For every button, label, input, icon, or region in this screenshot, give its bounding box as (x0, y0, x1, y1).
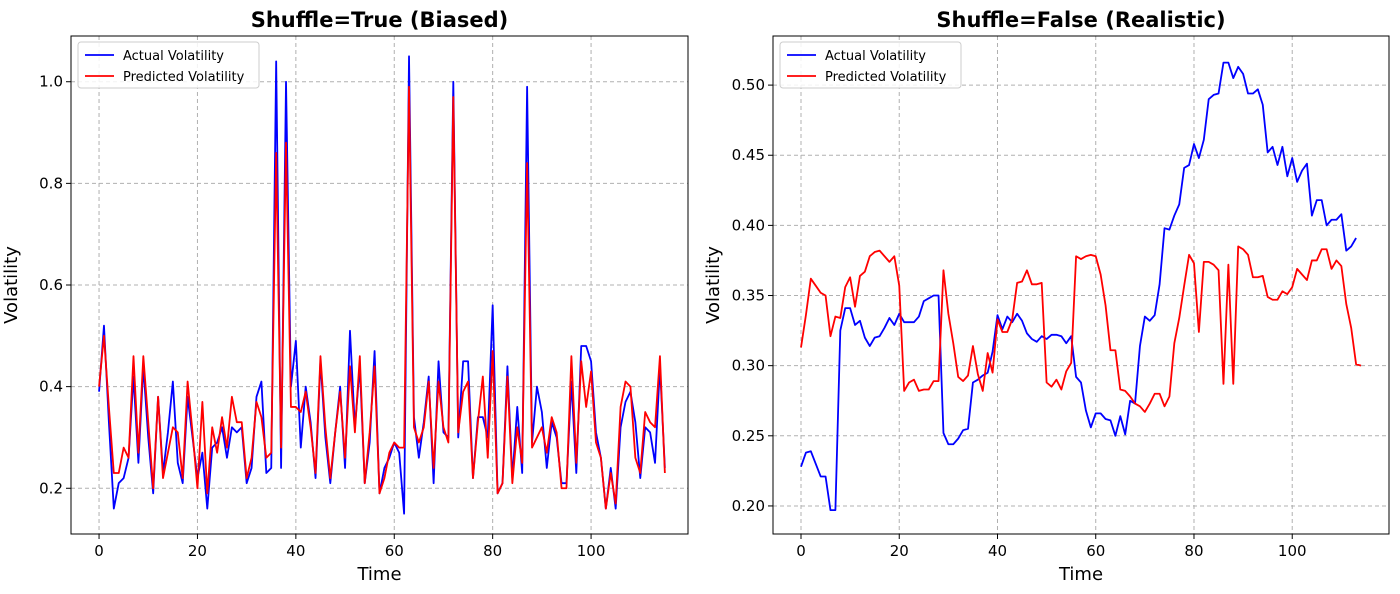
y-tick-label: 0.2 (39, 479, 63, 497)
y-tick-label: 0.40 (732, 216, 765, 234)
x-tick-label: 60 (1086, 542, 1105, 560)
chart-title: Shuffle=False (Realistic) (936, 8, 1225, 32)
x-tick-label: 0 (796, 542, 806, 560)
y-tick-label: 0.30 (732, 357, 765, 375)
x-tick-label: 40 (286, 542, 305, 560)
x-tick-label: 80 (1184, 542, 1203, 560)
x-tick-label: 40 (988, 542, 1007, 560)
legend-label: Actual Volatility (825, 49, 926, 64)
y-tick-label: 0.4 (39, 378, 63, 396)
chart-panel-2: 0 20 40 60 80 100 0.20 0.25 0.30 0.35 0.40 0.45 0.50… (703, 8, 1390, 585)
y-tick-label: 0.35 (732, 287, 765, 305)
x-tick-label: 100 (1278, 542, 1307, 560)
legend: Actual Volatility Predicted Volatility (779, 41, 962, 89)
x-tick-label: 20 (188, 542, 207, 560)
y-tick-label: 0.50 (732, 76, 765, 94)
legend-box (779, 41, 962, 89)
y-tick-label: 0.45 (732, 146, 765, 164)
x-axis-label: Time (1058, 564, 1103, 585)
series-line-predicted-volatility (800, 245, 1362, 413)
plot-frame (772, 35, 1390, 535)
y-axis-label: Volatility (703, 246, 724, 324)
x-tick-label: 0 (94, 542, 104, 560)
x-tick-label: 80 (483, 542, 502, 560)
x-tick-label: 60 (385, 542, 404, 560)
x-tick-label: 100 (577, 542, 606, 560)
legend-label: Actual Volatility (123, 49, 224, 64)
x-tick-label: 20 (890, 542, 909, 560)
y-tick-label: 0.6 (39, 276, 63, 294)
series-line-actual-volatility (800, 61, 1357, 512)
legend-label: Predicted Volatility (123, 70, 245, 85)
legend: Actual Volatility Predicted Volatility (77, 41, 260, 89)
y-tick-label: 0.8 (39, 174, 63, 192)
legend-box (77, 41, 260, 89)
y-axis-label: Volatility (1, 246, 22, 324)
chart-panel-1: 0 20 40 60 80 100 0.2 0.4 0.6 0.8 1.0 Shuffle=True … (1, 8, 689, 585)
chart-title: Shuffle=True (Biased) (251, 8, 509, 32)
x-axis-label: Time (356, 564, 401, 585)
y-tick-label: 1.0 (39, 73, 63, 91)
y-tick-label: 0.25 (732, 427, 765, 445)
y-tick-label: 0.20 (732, 497, 765, 515)
series-line-predicted-volatility (98, 85, 666, 510)
legend-label: Predicted Volatility (825, 70, 947, 85)
